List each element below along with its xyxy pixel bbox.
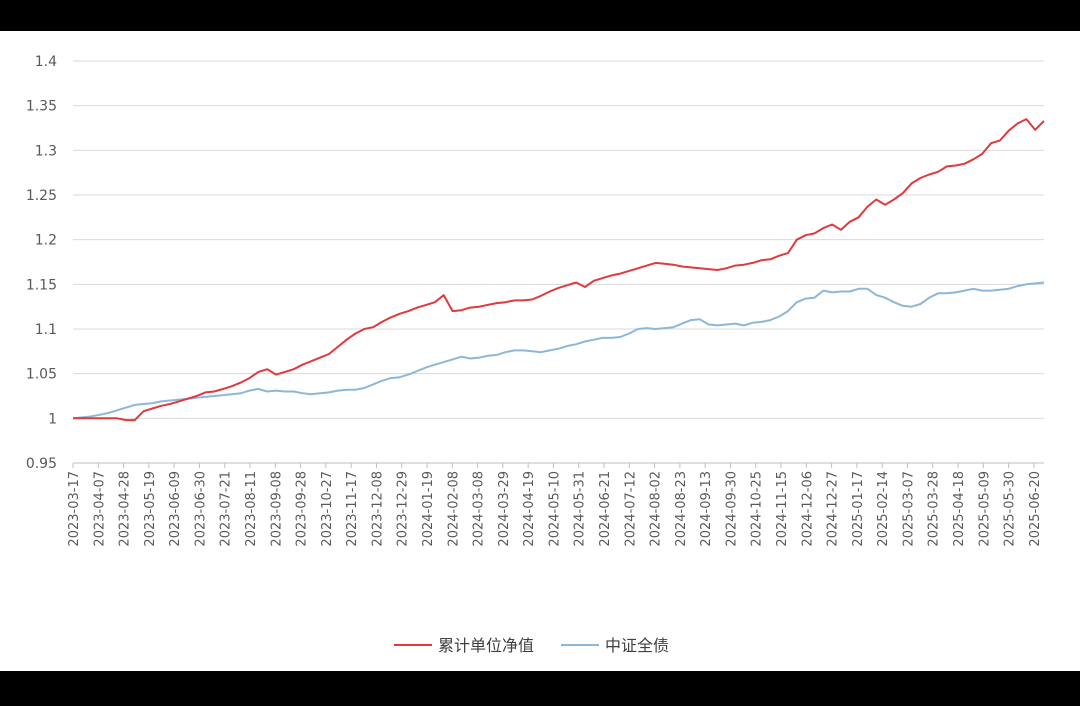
y-tick-label: 1.1 (35, 322, 57, 338)
y-tick-label: 1.25 (26, 188, 57, 204)
x-tick-label: 2024-05-10 (547, 471, 562, 547)
x-tick-label: 2023-09-28 (295, 471, 310, 547)
x-tick-label: 2024-05-31 (573, 471, 588, 547)
chart-frame: 0.95 1 1.05 1.1 1.15 1.2 1.25 1.3 1.35 1.4 2023-0… (0, 31, 1080, 671)
legend-label: 中证全债 (605, 636, 669, 655)
x-tick-label: 2024-08-23 (674, 471, 689, 547)
x-tick-label: 2024-10-25 (750, 471, 765, 547)
x-tick-label: 2025-01-17 (851, 471, 866, 547)
x-tick-label: 2025-03-28 (927, 471, 942, 547)
x-tick-label: 2024-08-02 (649, 471, 664, 547)
x-tick-label: 2025-05-30 (1003, 471, 1018, 547)
x-tick-label: 2025-03-07 (901, 471, 916, 547)
x-tick-label: 2025-05-09 (977, 471, 992, 547)
x-tick-label: 2023-09-08 (269, 471, 284, 547)
x-tick-label: 2023-04-28 (118, 471, 133, 547)
y-tick-label: 1.15 (26, 277, 57, 293)
y-tick-label: 1 (48, 411, 57, 427)
x-tick-label: 2024-12-27 (826, 471, 841, 547)
y-tick-label: 1.35 (26, 99, 57, 115)
x-tick-label: 2024-06-21 (598, 471, 613, 547)
x-tick-label: 2023-07-21 (219, 471, 234, 547)
y-tick-label: 1.05 (26, 367, 57, 383)
x-tick-label: 2024-07-12 (623, 471, 638, 547)
x-tick-label: 2024-12-06 (800, 471, 815, 547)
series-lines (72, 118, 1045, 422)
y-axis-ticks: 0.95 1 1.05 1.1 1.15 1.2 1.25 1.3 1.35 1.4 (26, 54, 57, 472)
x-tick-label: 2024-03-29 (497, 471, 512, 547)
legend-label: 累计单位净值 (438, 636, 534, 655)
x-tick-label: 2023-08-11 (244, 471, 259, 547)
x-tick-label: 2024-09-30 (724, 471, 739, 547)
x-tick-label: 2024-01-19 (421, 471, 436, 547)
y-tick-label: 0.95 (26, 456, 57, 472)
legend: 累计单位净值 中证全债 (394, 636, 669, 655)
y-tick-label: 1.2 (35, 233, 57, 249)
x-tick-label: 2024-02-08 (446, 471, 461, 547)
x-tick-label: 2023-12-29 (396, 471, 411, 547)
x-tick-label: 2023-03-17 (67, 471, 82, 547)
x-tick-label: 2025-04-18 (952, 471, 967, 547)
x-tick-label: 2023-04-07 (92, 471, 107, 547)
series-line (72, 281, 1045, 420)
line-chart: 0.95 1 1.05 1.1 1.15 1.2 1.25 1.3 1.35 1.4 2023-0… (26, 54, 1045, 655)
x-tick-label: 2024-11-15 (775, 471, 790, 547)
gridlines (73, 60, 1044, 464)
series-line (73, 118, 1045, 422)
y-tick-label: 1.4 (35, 54, 57, 70)
x-tick-label: 2024-09-13 (699, 471, 714, 547)
x-tick-label: 2024-03-08 (472, 471, 487, 547)
x-tick-label: 2025-06-20 (1028, 471, 1043, 547)
y-tick-label: 1.3 (35, 143, 57, 159)
x-tick-label: 2025-02-14 (876, 471, 891, 547)
x-tick-label: 2023-11-17 (345, 471, 360, 547)
x-tick-label: 2023-06-09 (168, 471, 183, 547)
x-tick-label: 2024-04-19 (522, 471, 537, 547)
x-tick-label: 2023-05-19 (143, 471, 158, 547)
x-tick-label: 2023-12-08 (370, 471, 385, 547)
x-tick-label: 2023-10-27 (320, 471, 335, 547)
x-tick-label: 2023-06-30 (193, 471, 208, 547)
x-axis: 2023-03-17 2023-04-07 2023-04-28 2023-05-19… (67, 462, 1044, 547)
